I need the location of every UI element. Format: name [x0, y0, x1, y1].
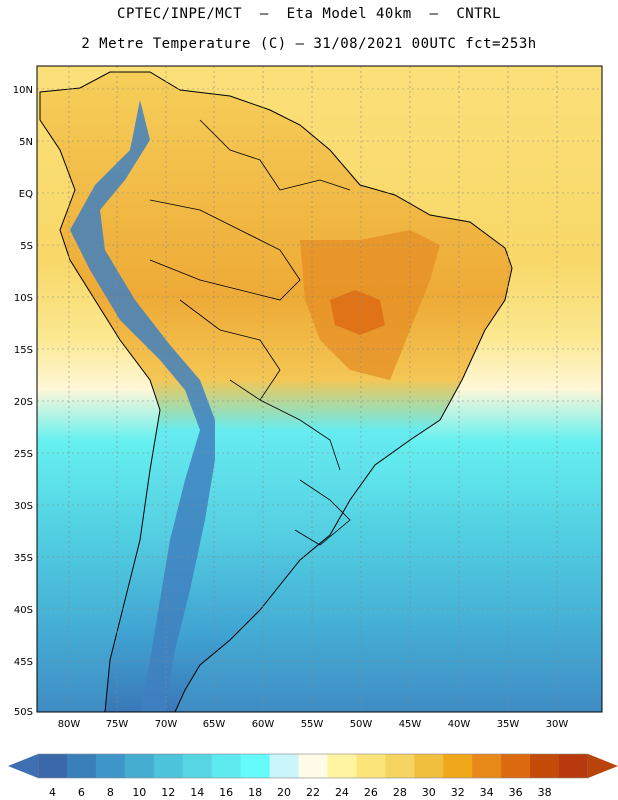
colorbar-label: 34	[480, 786, 494, 799]
lon-label: 50W	[350, 719, 373, 730]
longitude-labels: 80W 75W 70W 65W 60W 55W 50W 45W 40W 35W …	[58, 719, 569, 730]
lon-label: 70W	[155, 719, 178, 730]
lat-label: EQ	[19, 189, 33, 200]
lat-label: 10N	[13, 85, 33, 96]
colorbar-swatch	[327, 754, 357, 778]
hottest-spot	[330, 290, 385, 335]
colorbar-label: 16	[219, 786, 233, 799]
colorbar-label: 6	[78, 786, 85, 799]
colorbar-label: 20	[277, 786, 291, 799]
lon-label: 30W	[546, 719, 569, 730]
colorbar-swatch	[559, 754, 589, 778]
colorbar-swatch	[356, 754, 386, 778]
map-frame	[36, 65, 603, 713]
colorbar-swatch	[153, 754, 184, 778]
colorbar-labels: 4 6 8 10 12 14 16 18 20 22 24 26 28 30 32 34 36 38	[49, 786, 552, 799]
colorbar-label: 26	[364, 786, 378, 799]
lat-label: 50S	[14, 707, 33, 718]
andes-cold-ridge	[70, 100, 215, 712]
colorbar-swatch	[443, 754, 473, 778]
colorbar-swatches	[37, 753, 589, 779]
colorbar-label: 32	[451, 786, 465, 799]
lat-label: 5N	[19, 137, 33, 148]
colorbar-swatch	[269, 754, 300, 778]
lat-label: 10S	[14, 293, 33, 304]
lat-label: 5S	[20, 241, 33, 252]
lat-label: 40S	[14, 605, 33, 616]
lat-label: 15S	[14, 345, 33, 356]
lon-label: 65W	[203, 719, 226, 730]
south-america-landmass	[39, 71, 513, 712]
colorbar-swatch	[124, 754, 155, 778]
lat-label: 20S	[14, 397, 33, 408]
colorbar-label: 36	[509, 786, 523, 799]
colorbar-left-arrow	[8, 754, 38, 778]
lon-label: 35W	[497, 719, 520, 730]
colorbar-swatch	[472, 754, 502, 778]
lon-label: 55W	[301, 719, 324, 730]
colorbar-swatch	[385, 754, 415, 778]
colorbar-label: 24	[335, 786, 349, 799]
colorbar-swatch	[530, 754, 560, 778]
country-borders	[149, 119, 351, 546]
lon-label: 60W	[252, 719, 275, 730]
colorbar-label: 28	[393, 786, 407, 799]
lon-label: 80W	[58, 719, 81, 730]
colorbar-swatch	[240, 754, 271, 778]
colorbar-label: 38	[538, 786, 552, 799]
colorbar-swatch	[501, 754, 531, 778]
colorbar-swatch	[414, 754, 444, 778]
colorbar-swatch	[38, 754, 68, 778]
colorbar-label: 12	[161, 786, 175, 799]
lat-label: 45S	[14, 657, 33, 668]
colorbar-swatch	[182, 754, 213, 778]
colorbar-label: 10	[132, 786, 146, 799]
colorbar-swatch	[95, 754, 126, 778]
colorbar-swatch	[66, 754, 97, 778]
colorbar-label: 22	[306, 786, 320, 799]
graticule	[37, 66, 602, 712]
lat-label: 25S	[14, 449, 33, 460]
latitude-labels: 10N 5N EQ 5S 10S 15S 20S 25S 30S 35S 40S…	[13, 85, 33, 718]
colorbar-right-arrow	[588, 754, 618, 778]
map-title-line2: 2 Metre Temperature (C) – 31/08/2021 00U…	[81, 36, 537, 52]
colorbar-swatch	[298, 754, 328, 778]
colorbar-label: 18	[248, 786, 262, 799]
map-title-line1: CPTEC/INPE/MCT – Eta Model 40km – CNTRL	[117, 6, 501, 22]
colorbar-label: 30	[422, 786, 436, 799]
colorbar-label: 8	[107, 786, 114, 799]
lat-label: 35S	[14, 553, 33, 564]
colorbar-label: 4	[49, 786, 56, 799]
lat-label: 30S	[14, 501, 33, 512]
colorbar-label: 14	[190, 786, 204, 799]
lon-label: 45W	[399, 719, 422, 730]
colorbar-swatch	[211, 754, 242, 778]
lon-label: 75W	[106, 719, 129, 730]
lon-label: 40W	[448, 719, 471, 730]
